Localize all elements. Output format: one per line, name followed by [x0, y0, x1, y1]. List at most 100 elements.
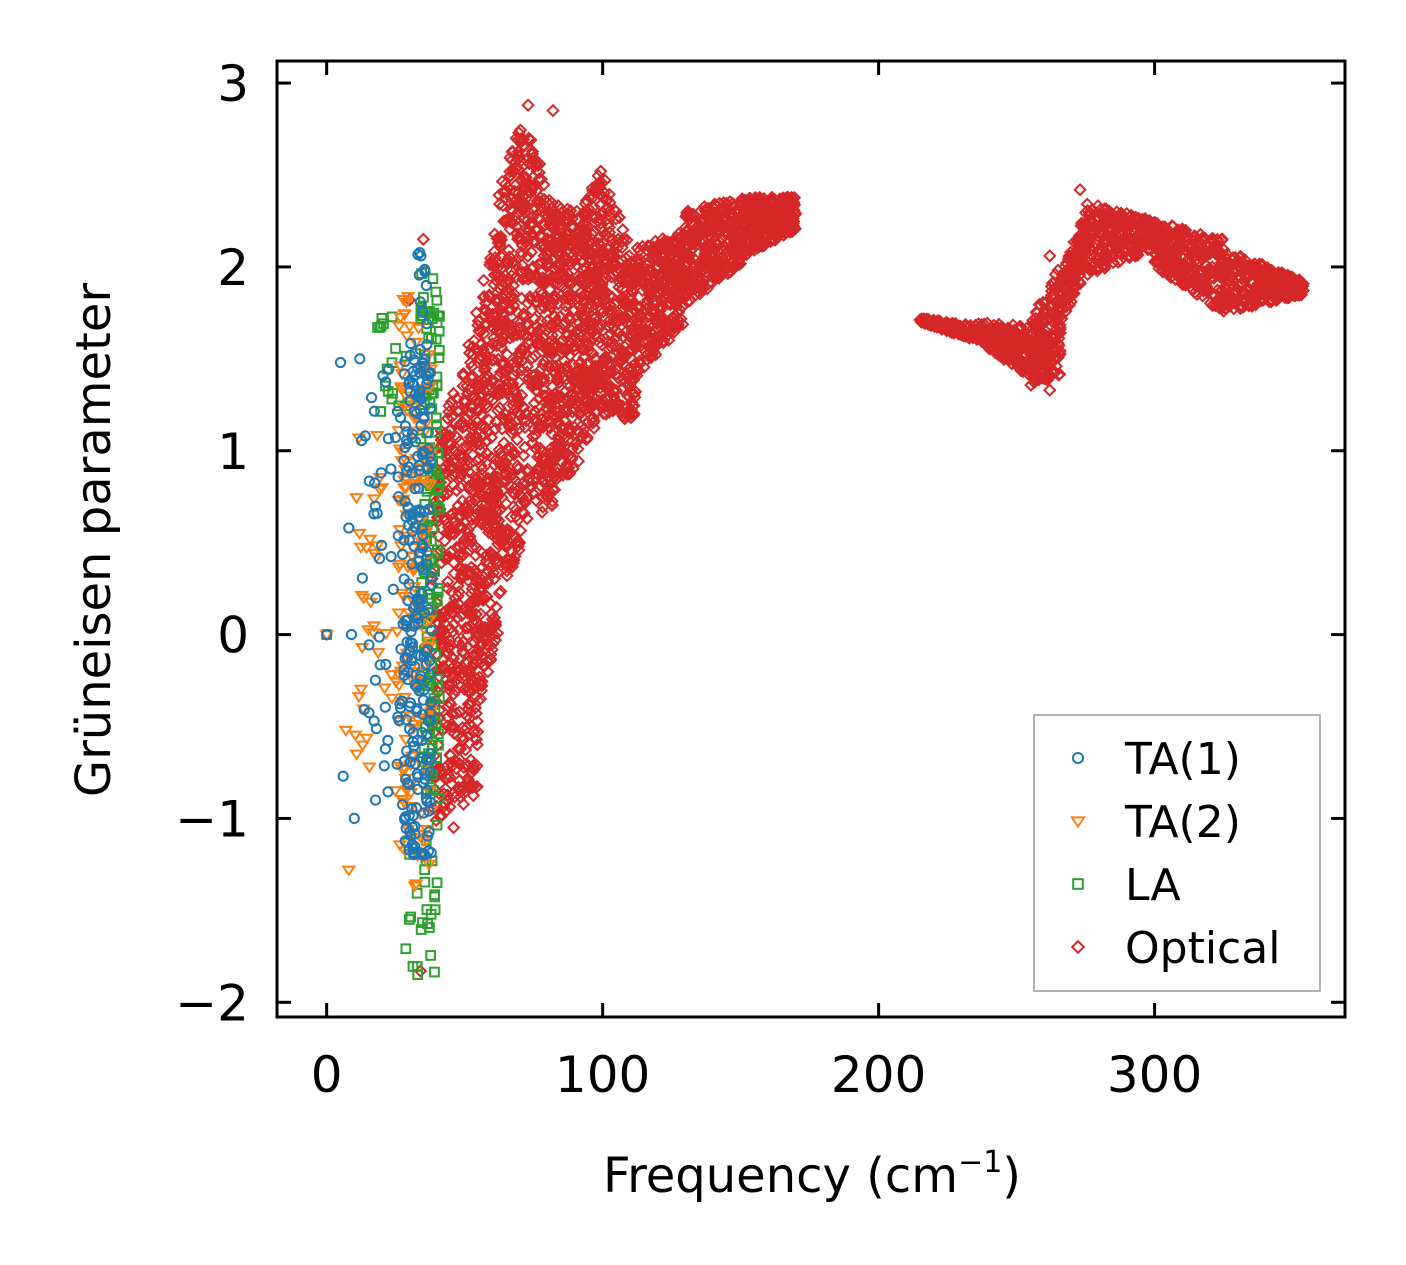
point-optical [457, 760, 471, 775]
point-optical [512, 421, 527, 436]
point-optical [509, 131, 523, 145]
point-optical [642, 309, 657, 323]
point-optical [586, 200, 601, 214]
point-optical [473, 486, 488, 501]
point-optical [611, 232, 625, 247]
point-optical [452, 752, 467, 767]
point-optical [453, 470, 467, 485]
point-optical [586, 260, 600, 275]
point-optical [492, 382, 506, 397]
point-optical [549, 213, 564, 227]
point-optical [503, 331, 517, 345]
point-optical [496, 185, 511, 200]
point-optical [1058, 259, 1072, 274]
point-optical [1073, 182, 1087, 197]
point-optical [537, 192, 551, 207]
point-optical [509, 387, 523, 401]
point-optical [502, 273, 517, 288]
point-optical [992, 345, 1007, 359]
point-optical [705, 204, 719, 219]
point-optical [1120, 206, 1134, 221]
point-optical [1042, 249, 1057, 263]
point-optical [1252, 257, 1267, 271]
point-optical [473, 646, 487, 660]
point-optical [1147, 254, 1162, 269]
point-optical [684, 242, 699, 257]
point-optical [506, 556, 521, 570]
point-optical [1256, 293, 1271, 307]
point-optical [456, 521, 470, 535]
point-ta-2- [349, 493, 364, 505]
point-optical [510, 227, 524, 241]
point-optical [620, 378, 635, 392]
point-optical [713, 216, 727, 231]
point-optical [1101, 230, 1115, 245]
point-optical [1091, 199, 1105, 213]
point-optical [548, 359, 563, 374]
point-optical [602, 208, 616, 222]
point-la [429, 966, 440, 978]
point-optical [619, 324, 633, 339]
point-optical [954, 322, 969, 337]
point-optical [602, 187, 617, 202]
point-ta-2- [400, 292, 416, 304]
point-optical [485, 642, 499, 657]
point-optical [547, 262, 562, 276]
point-optical [442, 405, 456, 419]
point-optical [698, 248, 712, 263]
point-optical [1200, 279, 1214, 294]
point-optical [637, 335, 652, 349]
point-optical [440, 447, 455, 461]
point-optical [1293, 281, 1308, 295]
point-optical [440, 710, 455, 725]
point-la [431, 419, 442, 431]
point-optical [1060, 256, 1074, 270]
point-optical [1090, 264, 1105, 278]
point-optical [1013, 337, 1027, 351]
point-optical [1111, 255, 1125, 269]
point-optical [658, 262, 673, 276]
point-optical [477, 450, 491, 465]
point-optical [1283, 274, 1297, 289]
point-optical [547, 391, 562, 405]
point-optical [576, 242, 591, 257]
point-optical [474, 459, 488, 473]
point-optical [741, 243, 756, 257]
point-optical [1029, 334, 1044, 348]
point-optical [673, 302, 687, 317]
point-optical [482, 413, 496, 427]
point-optical [608, 385, 622, 399]
point-optical [534, 420, 548, 435]
point-optical [519, 407, 533, 421]
point-optical [476, 590, 491, 604]
point-optical [1234, 292, 1249, 307]
point-la [429, 889, 440, 901]
point-optical [1207, 288, 1222, 303]
point-optical [601, 342, 616, 356]
point-optical [1216, 304, 1231, 318]
point-optical [554, 247, 568, 261]
point-optical [1117, 217, 1132, 231]
point-optical [714, 267, 729, 282]
point-optical [445, 677, 460, 691]
point-optical [495, 483, 510, 498]
point-optical [661, 333, 676, 347]
point-optical [707, 258, 721, 272]
point-optical [1036, 347, 1051, 362]
point-optical [533, 195, 548, 209]
point-optical [536, 490, 550, 504]
point-optical [481, 558, 495, 572]
point-optical [1187, 229, 1202, 243]
point-la [431, 317, 443, 328]
point-optical [669, 299, 684, 314]
point-optical [536, 275, 550, 289]
point-optical [495, 385, 509, 400]
point-optical [581, 280, 596, 294]
point-la [425, 950, 436, 961]
point-optical [1013, 319, 1027, 334]
point-optical [590, 245, 605, 260]
point-optical [1011, 360, 1025, 374]
point-optical [429, 813, 443, 828]
point-optical [500, 474, 514, 488]
point-optical [1093, 203, 1107, 217]
